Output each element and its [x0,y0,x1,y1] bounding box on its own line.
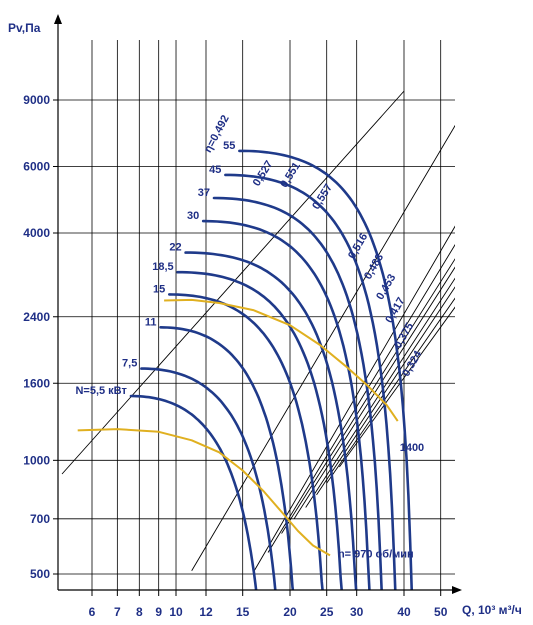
power-label: 22 [169,242,181,254]
power-label: 18,5 [152,261,173,273]
pressure-curve [159,326,295,590]
y-tick-label: 9000 [23,93,50,107]
efficiency-label: 0,551 [278,160,303,190]
pressure-curve [184,251,358,590]
y-tick-label: 700 [30,512,50,526]
iso-efficiency-line [338,306,455,468]
power-label: 45 [209,164,221,176]
x-tick-label: 10 [169,605,183,619]
iso-efficiency-line [267,244,455,553]
pressure-curve [140,367,277,590]
iso-efficiency-line [281,258,455,534]
pressure-curve [212,196,383,590]
y-tick-label: 1600 [23,376,50,390]
pressure-curve [129,394,258,590]
y-tick-label: 500 [30,567,50,581]
speed-curve [164,298,399,422]
y-tick-label: 6000 [23,159,50,173]
x-tick-label: 9 [155,605,162,619]
iso-efficiency-line [61,90,405,475]
pressure-curve [224,173,397,590]
iso-efficiency-line [252,225,455,573]
power-label: 15 [153,283,165,295]
y-tick-label: 2400 [23,310,50,324]
power-label: N=5,5 кВт [75,385,127,397]
iso-efficiency-line [326,297,455,484]
axes [53,14,462,596]
power-label: 11 [145,316,157,328]
pressure-curve [176,270,343,590]
labels: 6 7 8 9 10 12 15 20 25 30 40 50 500 700 1000 1600 2400 40… [8,21,522,619]
x-tick-label: 6 [89,605,96,619]
power-label: 55 [223,140,235,152]
power-label: 30 [187,210,199,222]
iso-efficiency-line [293,266,455,520]
grid [58,40,455,590]
speed-label: n= 970 об/мин [338,548,414,560]
x-tick-label: 50 [434,605,448,619]
x-tick-label: 8 [136,605,143,619]
pressure-curve [168,293,324,590]
speed-label: 1400 [400,442,424,454]
efficiency-label: 0,527 [251,159,276,189]
x-tick-label: 25 [320,605,334,619]
power-label: 7,5 [122,358,137,370]
y-tick-label: 4000 [23,226,50,240]
y-axis-title: Pv,Па [8,21,41,35]
x-tick-label: 20 [283,605,297,619]
pressure-curve [238,149,414,590]
speed-lines [77,298,399,557]
y-tick-label: 1000 [23,453,50,467]
x-tick-label: 12 [199,605,213,619]
x-tick-label: 15 [236,605,250,619]
speed-curve [77,428,331,557]
x-axis-title: Q, 10³ м³/ч [462,603,522,617]
x-axis-arrow [452,586,462,594]
pressure-curve [201,219,371,590]
pressure-curves [129,149,414,590]
efficiency-label: 0,557 [310,182,335,212]
iso-efficiency-line [305,277,455,508]
x-tick-label: 40 [397,605,411,619]
iso-efficiency-line [316,286,455,496]
x-tick-label: 7 [114,605,121,619]
power-label: 37 [198,187,210,199]
x-tick-label: 30 [350,605,364,619]
y-axis-arrow [54,14,62,24]
